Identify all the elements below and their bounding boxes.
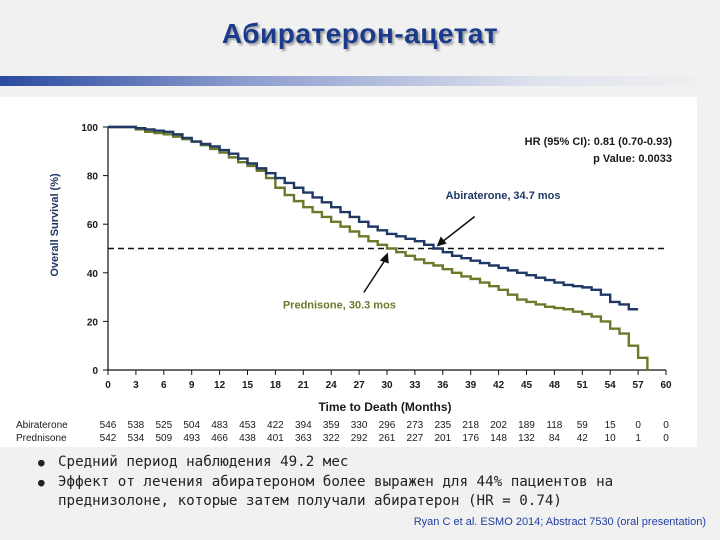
- y-tick-label: 0: [92, 366, 98, 377]
- risk-cell: 84: [549, 433, 561, 444]
- citation: Ryan C et al. ESMO 2014; Abstract 7530 (…: [413, 516, 706, 528]
- title-divider: [0, 76, 720, 86]
- p-value-text: p Value: 0.0033: [593, 153, 672, 165]
- risk-cell: 0: [663, 420, 669, 431]
- abiraterone-arrow-line: [442, 215, 476, 243]
- annotation-layer: Abiraterone, 34.7 mos Prednisone, 30.3 mo…: [283, 190, 561, 311]
- chart-panel: [0, 97, 697, 447]
- x-tick-label: 30: [381, 380, 393, 391]
- abiraterone-median-label: Abiraterone, 34.7 mos: [446, 190, 561, 202]
- x-tick-label: 54: [605, 380, 617, 391]
- risk-cell: 330: [351, 420, 368, 431]
- risk-cell: 176: [462, 433, 479, 444]
- x-tick-label: 42: [493, 380, 505, 391]
- risk-cell: 273: [407, 420, 424, 431]
- risk-cell: 218: [462, 420, 479, 431]
- x-tick-label: 12: [214, 380, 226, 391]
- x-tick-label: 36: [437, 380, 449, 391]
- y-tick-label: 80: [87, 172, 99, 183]
- x-tick-label: 6: [161, 380, 167, 391]
- risk-cell: 132: [518, 433, 535, 444]
- risk-cell: 261: [379, 433, 396, 444]
- x-tick-label: 45: [521, 380, 533, 391]
- risk-cell: 118: [546, 420, 562, 431]
- risk-cell: 466: [211, 433, 228, 444]
- risk-cell: 59: [577, 420, 589, 431]
- risk-cell: 422: [267, 420, 284, 431]
- risk-table: Abiraterone 546 538 525 504 483 453 422 394 359 33…: [16, 420, 669, 444]
- slide-title: Абиратерон-ацетат: [221, 18, 499, 49]
- x-tick-label: 9: [189, 380, 195, 391]
- y-tick-label: 60: [87, 220, 99, 231]
- x-tick-label: 15: [242, 380, 254, 391]
- risk-cell: 546: [100, 420, 117, 431]
- survival-curve-abiraterone: [108, 125, 639, 311]
- risk-cell: 235: [434, 420, 451, 431]
- prednisone-arrow-head: [379, 252, 389, 264]
- risk-cell: 0: [635, 420, 641, 431]
- x-tick-label: 21: [298, 380, 310, 391]
- x-tick-label: 33: [409, 380, 421, 391]
- risk-cell: 453: [239, 420, 256, 431]
- risk-cell: 296: [379, 420, 396, 431]
- risk-cell: 148: [490, 433, 507, 444]
- risk-cell: 509: [155, 433, 172, 444]
- x-tick-label: 39: [465, 380, 477, 391]
- risk-cell: 201: [434, 433, 451, 444]
- bullet-dot-icon: ●: [38, 475, 45, 489]
- y-tick-label: 100: [81, 123, 98, 134]
- x-tick-label: 27: [354, 380, 366, 391]
- risk-cell: 504: [183, 420, 200, 431]
- risk-cell: 10: [605, 433, 617, 444]
- series-layer: [108, 125, 649, 370]
- risk-cell: 292: [351, 433, 368, 444]
- risk-cell: 438: [239, 433, 256, 444]
- y-tick-label: 40: [87, 269, 99, 280]
- risk-cell: 542: [100, 433, 117, 444]
- bullet-item: ● Средний период наблюдения 49.2 мес: [38, 453, 708, 473]
- risk-cell: 483: [211, 420, 228, 431]
- risk-cell: 538: [128, 420, 145, 431]
- y-axis-label: Overall Survival (%): [49, 173, 61, 277]
- risk-row-label: Abiraterone: [16, 420, 68, 431]
- risk-cell: 363: [295, 433, 312, 444]
- x-tick-label: 3: [133, 380, 139, 391]
- bullet-list: ● Средний период наблюдения 49.2 мес ● Эфф…: [38, 453, 708, 512]
- x-tick-label: 0: [105, 380, 111, 391]
- prednisone-median-label: Prednisone, 30.3 mos: [283, 299, 396, 311]
- prednisone-arrow-line: [363, 260, 386, 293]
- bullet-text: Эффект от лечения абиратероном более выр…: [58, 473, 614, 510]
- x-tick-label: 24: [326, 380, 338, 391]
- risk-cell: 401: [267, 433, 284, 444]
- risk-cell: 227: [407, 433, 424, 444]
- y-tick-label: 20: [87, 317, 99, 328]
- x-tick-label: 48: [549, 380, 561, 391]
- risk-cell: 359: [323, 420, 340, 431]
- risk-cell: 525: [155, 420, 172, 431]
- risk-cell: 493: [183, 433, 200, 444]
- bullet-text: Средний период наблюдения 49.2 мес: [58, 454, 349, 470]
- risk-cell: 202: [490, 420, 507, 431]
- x-tick-label: 51: [577, 380, 589, 391]
- hazard-ratio-text: HR (95% CI): 0.81 (0.70-0.93): [525, 136, 673, 148]
- risk-cell: 1: [635, 433, 641, 444]
- x-tick-label: 60: [660, 380, 672, 391]
- risk-cell: 0: [663, 433, 669, 444]
- bullet-dot-icon: ●: [38, 456, 45, 469]
- risk-cell: 15: [605, 420, 617, 431]
- x-tick-label: 57: [633, 380, 645, 391]
- x-axis-label: Time to Death (Months): [318, 400, 451, 414]
- x-tick-label: 18: [270, 380, 282, 391]
- risk-cell: 322: [323, 433, 340, 444]
- risk-cell: 189: [518, 420, 535, 431]
- risk-row-label: Prednisone: [16, 433, 67, 444]
- risk-cell: 42: [577, 433, 589, 444]
- risk-cell: 534: [128, 433, 145, 444]
- abiraterone-arrow-head: [436, 236, 447, 247]
- bullet-item: ● Эффект от лечения абиратероном более вы…: [38, 473, 708, 512]
- risk-cell: 394: [295, 420, 312, 431]
